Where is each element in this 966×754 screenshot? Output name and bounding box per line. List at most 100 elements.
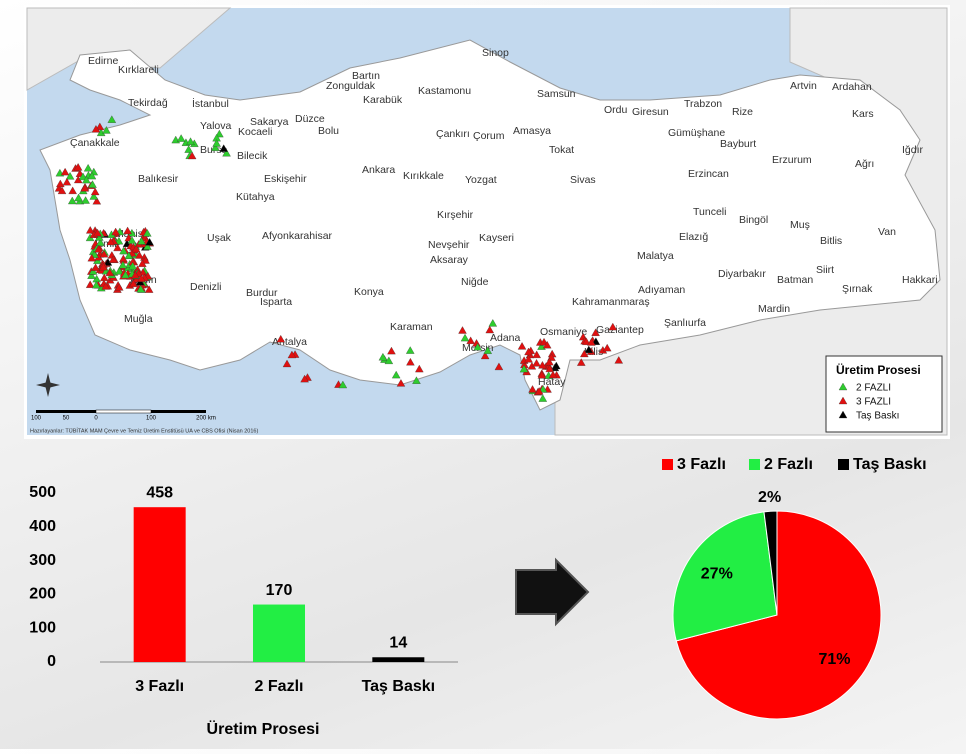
marker — [85, 226, 95, 234]
marker — [74, 193, 83, 202]
city-label: Iğdır — [902, 144, 924, 156]
city-label: Erzurum — [772, 154, 812, 166]
marker — [65, 172, 75, 180]
marker — [107, 115, 117, 123]
marker — [83, 164, 93, 172]
city-label: Bilecik — [237, 150, 268, 162]
city-label: Çanakkale — [70, 137, 120, 149]
city-label: Hakkari — [902, 274, 938, 286]
marker — [88, 180, 97, 188]
marker — [184, 145, 193, 153]
city-label: Malatya — [637, 250, 674, 262]
x-tick-label: 2 Fazlı — [255, 678, 304, 695]
marker — [538, 361, 547, 369]
city-label: Giresun — [632, 106, 669, 118]
marker — [124, 251, 134, 260]
marker — [108, 255, 118, 263]
marker — [57, 186, 67, 195]
city-label: Nevşehir — [428, 239, 470, 251]
marker — [95, 122, 105, 131]
pie-slice — [672, 511, 778, 642]
scale-label: 200 km — [196, 416, 216, 422]
city-label: Uşak — [207, 232, 232, 244]
city-label: Mardin — [758, 303, 790, 315]
city-label: Bingöl — [739, 214, 768, 226]
city-label: Denizli — [190, 281, 222, 293]
city-label: Afyonkarahisar — [262, 230, 333, 242]
y-tick-label: 200 — [29, 586, 56, 603]
marker — [143, 229, 152, 237]
legend-swatch — [749, 459, 760, 470]
marker — [415, 364, 424, 373]
legend-label: 2 Fazlı — [764, 456, 813, 473]
marker — [532, 359, 541, 367]
marker — [92, 196, 102, 205]
marker — [406, 357, 415, 366]
marker — [485, 325, 495, 334]
marker — [519, 364, 529, 373]
marker — [584, 345, 594, 354]
marker — [92, 280, 101, 289]
city-label: Kocaeli — [238, 126, 272, 138]
city-label: Kayseri — [479, 232, 514, 244]
city-label: Diyarbakır — [718, 268, 766, 280]
marker — [282, 359, 292, 368]
city-label: Kahramanmaraş — [572, 296, 650, 308]
marker — [94, 245, 103, 253]
marker — [144, 285, 154, 293]
city-label: Kırşehir — [437, 209, 474, 221]
marker — [56, 179, 65, 188]
marker — [62, 177, 72, 186]
y-tick-label: 500 — [29, 484, 56, 501]
city-label: Erzincan — [688, 168, 729, 180]
y-tick-label: 400 — [29, 518, 56, 535]
marker — [90, 187, 100, 196]
city-label: Muş — [790, 219, 810, 231]
marker — [114, 283, 124, 291]
marker — [548, 370, 558, 379]
turkey — [39, 39, 941, 411]
marker — [300, 374, 309, 383]
value-label: 458 — [146, 484, 173, 501]
map-markers — [54, 115, 624, 402]
marker — [276, 334, 286, 343]
city-label: Ankara — [362, 164, 395, 176]
legend-swatch — [662, 459, 673, 470]
marker — [138, 259, 147, 267]
value-label: 2% — [758, 489, 781, 506]
city-label: Tekirdağ — [128, 97, 168, 109]
marker — [412, 376, 421, 384]
city-label: Bolu — [318, 125, 339, 137]
marker — [338, 380, 348, 389]
city-label: Yalova — [200, 120, 231, 132]
marker — [99, 249, 109, 258]
marker — [838, 382, 848, 391]
marker — [396, 379, 406, 387]
marker — [80, 184, 89, 192]
city-label: Karaman — [390, 321, 433, 333]
city-label: Trabzon — [684, 98, 722, 110]
marker — [145, 238, 154, 246]
city-label: Isparta — [260, 296, 292, 308]
city-label: Bartın — [352, 70, 380, 82]
marker — [542, 340, 552, 349]
marker — [838, 410, 848, 419]
bar — [133, 507, 186, 662]
city-label: Kars — [852, 108, 874, 120]
map-legend-label: 3 FAZLI — [856, 397, 891, 408]
city-label: Düzce — [295, 113, 325, 125]
marker — [473, 342, 482, 351]
marker — [576, 358, 586, 366]
marker — [93, 228, 102, 237]
marker — [135, 251, 144, 259]
city-label: Sinop — [482, 47, 509, 59]
marker — [127, 236, 137, 244]
marker — [186, 137, 195, 145]
city-label: Siirt — [816, 264, 834, 276]
marker — [131, 244, 141, 253]
marker — [219, 144, 228, 152]
city-label: Kırıkkale — [403, 170, 444, 182]
marker — [113, 243, 122, 252]
marker — [517, 342, 527, 350]
